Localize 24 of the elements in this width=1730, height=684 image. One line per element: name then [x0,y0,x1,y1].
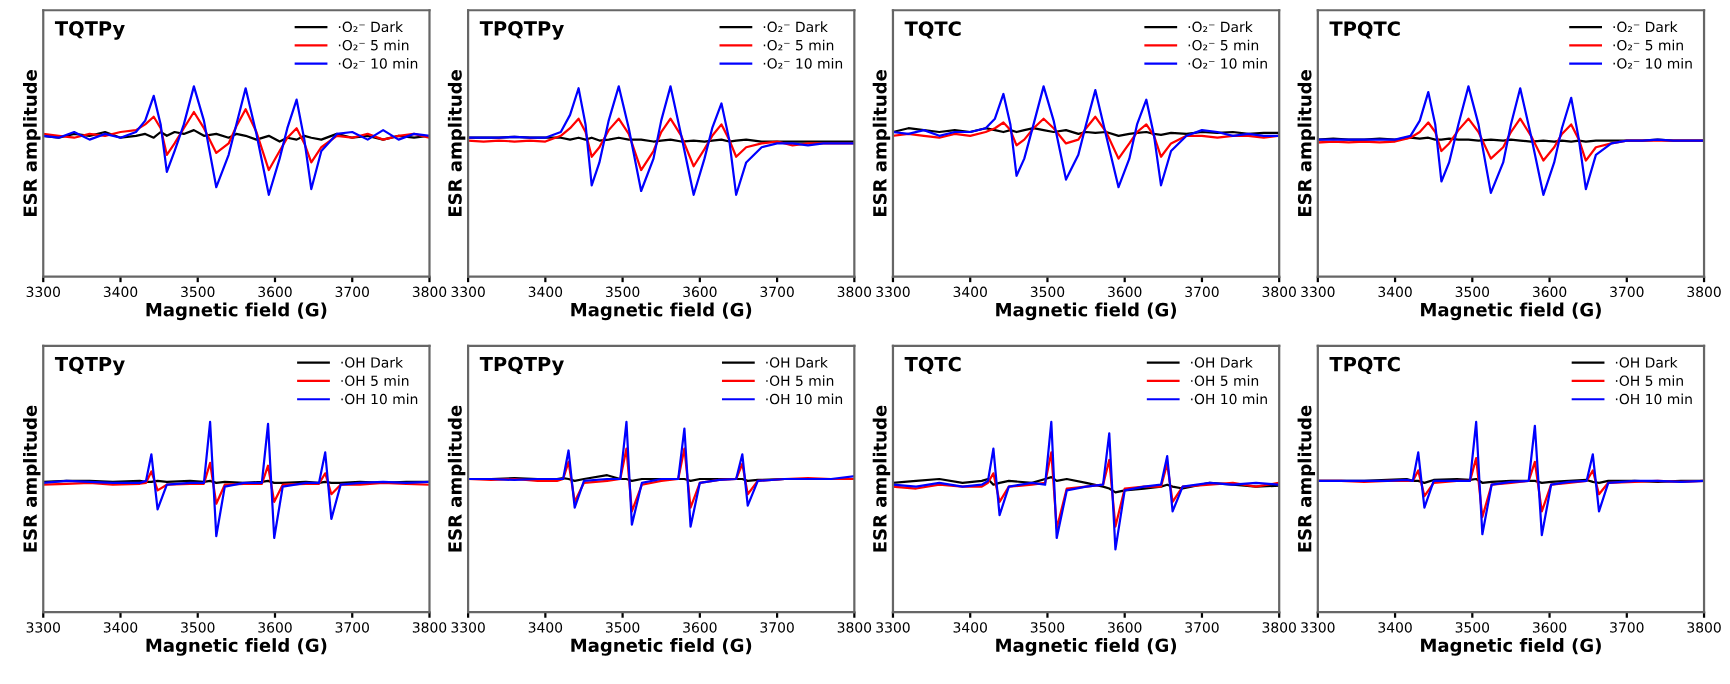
chart-title: TQTPy [54,356,125,376]
y-axis-title: ESR amplitude [447,405,466,552]
x-axis-title: Magnetic field (G) [571,302,752,321]
chart-title: TPQTC [1329,356,1400,375]
x-axis-title: Magnetic field (G) [996,302,1177,321]
y-axis-title: ESR amplitude [872,70,891,217]
x-axis-title: Magnetic field (G) [146,302,327,321]
y-axis-title: ESR amplitude [1297,70,1316,217]
chart-title: TPQTPy [479,356,564,376]
y-axis-title: ESR amplitude [872,405,891,552]
chart-title: TQTC [904,356,961,375]
x-axis-title: Magnetic field (G) [146,638,327,656]
x-axis-title: Magnetic field (G) [571,638,752,656]
chart-title: TQTPy [54,21,125,40]
chart-title: TQTC [904,21,961,39]
x-axis-title: Magnetic field (G) [996,638,1177,656]
y-axis-title: ESR amplitude [23,405,41,552]
chart-title: TPQTPy [479,21,564,40]
x-axis-title: Magnetic field (G) [1421,302,1601,321]
x-axis-title: Magnetic field (G) [1421,638,1601,656]
chart-title: TPQTC [1329,21,1400,39]
y-axis-title: ESR amplitude [1297,405,1316,552]
y-axis-title: ESR amplitude [447,70,466,217]
y-axis-title: ESR amplitude [23,70,41,217]
